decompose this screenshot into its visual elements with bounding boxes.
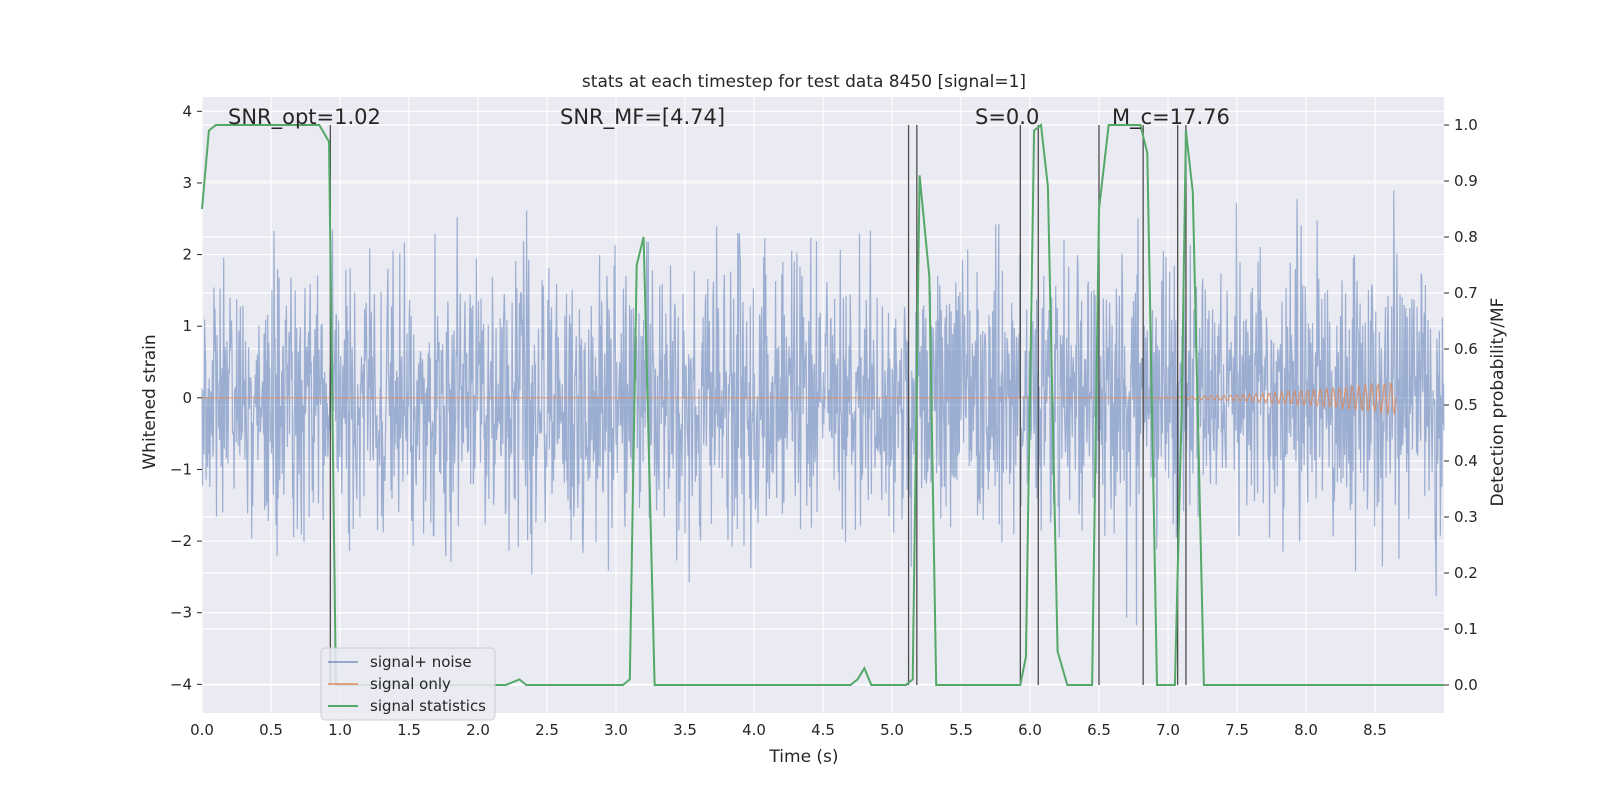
- x-tick-label: 4.5: [811, 721, 835, 739]
- x-tick-label: 7.0: [1156, 721, 1180, 739]
- series-signal-statistics: [201, 123, 1444, 686]
- y-right-tick-label: 0.9: [1454, 172, 1478, 190]
- x-tick-label: 2.0: [466, 721, 490, 739]
- y-left-axis-ticks: −4 −3 −2 −1 0 1 2 3 4: [170, 102, 202, 693]
- series-signal-noise: [201, 190, 1445, 626]
- x-tick-label: 0.5: [259, 721, 283, 739]
- annotation-s-stat: S=0.0: [975, 105, 1039, 129]
- y-left-tick-label: 0: [182, 389, 192, 407]
- x-tick-label: 3.0: [604, 721, 628, 739]
- y-right-tick-label: 0.7: [1454, 284, 1478, 302]
- x-tick-label: 3.5: [673, 721, 697, 739]
- x-tick-label: 0.0: [190, 721, 214, 739]
- y-left-axis-label: Whitened strain: [140, 334, 160, 469]
- x-tick-label: 5.0: [880, 721, 904, 739]
- x-tick-label: 8.0: [1294, 721, 1318, 739]
- y-left-tick-label: 3: [182, 174, 192, 192]
- y-right-tick-label: 0.6: [1454, 340, 1478, 358]
- x-tick-label: 1.0: [328, 721, 352, 739]
- y-left-tick-label: −4: [170, 675, 192, 693]
- annotations: SNR_opt=1.02 SNR_MF=[4.74] S=0.0 M_c=17.…: [228, 105, 1230, 130]
- y-right-tick-label: 0.4: [1454, 452, 1478, 470]
- x-tick-label: 2.5: [535, 721, 559, 739]
- annotation-chirp-mass: M_c=17.76: [1112, 105, 1230, 130]
- x-tick-label: 5.5: [949, 721, 973, 739]
- legend-label-signal-only: signal only: [370, 675, 451, 693]
- x-tick-label: 1.5: [397, 721, 421, 739]
- x-tick-label: 8.5: [1363, 721, 1387, 739]
- y-right-tick-label: 0.1: [1454, 620, 1478, 638]
- y-right-axis-ticks: 0.0 0.1 0.2 0.3 0.4 0.5 0.6 0.7 0.8 0.9 1.0: [1444, 116, 1478, 694]
- annotation-snr-opt: SNR_opt=1.02: [228, 105, 381, 130]
- signal-statistics-line: [201, 123, 1444, 686]
- y-left-tick-label: 4: [182, 102, 192, 120]
- y-right-tick-label: 0.5: [1454, 396, 1478, 414]
- x-tick-label: 4.0: [742, 721, 766, 739]
- y-right-tick-label: 0.3: [1454, 508, 1478, 526]
- signal-noise-line: [201, 190, 1445, 626]
- x-axis-label: Time (s): [768, 747, 838, 767]
- y-right-axis-label: Detection probability/MF: [1488, 298, 1508, 507]
- y-left-tick-label: 2: [182, 246, 192, 264]
- y-right-tick-label: 0.8: [1454, 228, 1478, 246]
- y-left-tick-label: 1: [182, 317, 192, 335]
- legend-label-signal-statistics: signal statistics: [370, 697, 486, 715]
- y-left-tick-label: −3: [170, 604, 192, 622]
- x-tick-label: 6.0: [1018, 721, 1042, 739]
- y-left-tick-label: −2: [170, 532, 192, 550]
- chart-title: stats at each timestep for test data 845…: [582, 72, 1026, 92]
- y-right-tick-label: 0.0: [1454, 676, 1478, 694]
- legend-label-signal-noise: signal+ noise: [370, 653, 472, 671]
- y-left-tick-label: −1: [170, 460, 192, 478]
- y-right-tick-label: 1.0: [1454, 116, 1478, 134]
- x-axis-ticks: 0.0 0.5 1.0 1.5 2.0 2.5 3.0 3.5 4.0 4.5 5.0 5.5 6.0 6…: [190, 721, 1387, 739]
- legend: signal+ noise signal only signal statist…: [320, 647, 496, 721]
- y-right-tick-label: 0.2: [1454, 564, 1478, 582]
- legend-box: [320, 647, 496, 721]
- annotation-snr-mf: SNR_MF=[4.74]: [560, 105, 725, 130]
- vertical-markers: [329, 125, 1187, 685]
- x-tick-label: 6.5: [1087, 721, 1111, 739]
- x-tick-label: 7.5: [1225, 721, 1249, 739]
